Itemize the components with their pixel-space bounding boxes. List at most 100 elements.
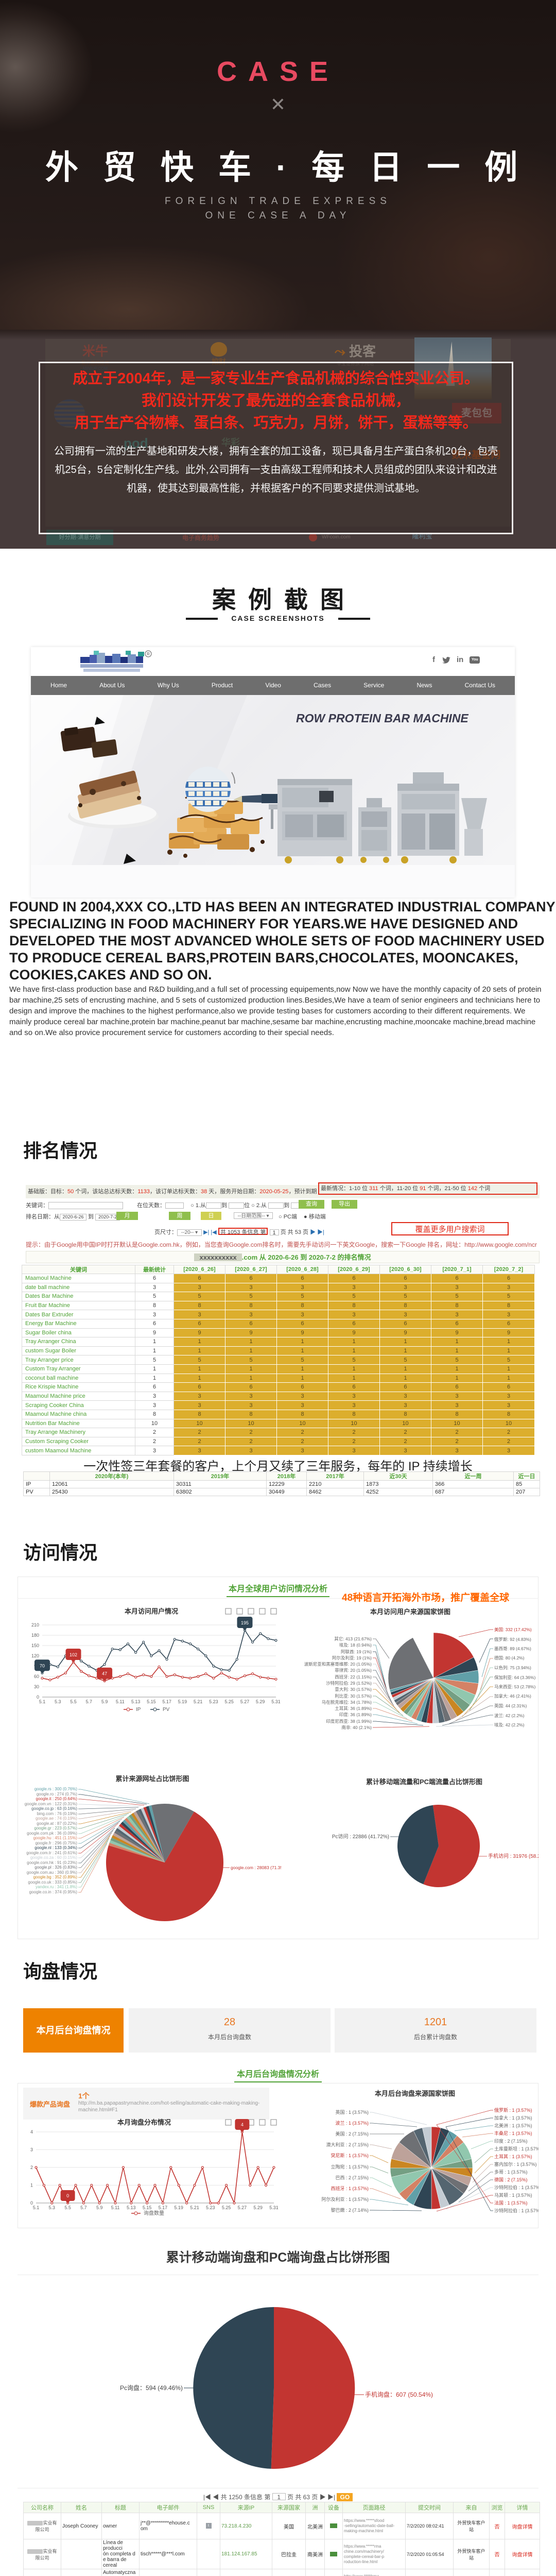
svg-text:菲律宾: 20 (1.05%): 菲律宾: 20 (1.05%) [335,1668,372,1673]
svg-text:西班牙: 22 (1.15%): 西班牙: 22 (1.15%) [335,1674,372,1680]
svg-text:R: R [147,652,150,656]
svg-text:埃及: 42 (2.2%): 埃及: 42 (2.2%) [494,1722,525,1727]
svg-text:google.bg : 352 (0.89%): google.bg : 352 (0.89%) [33,1875,78,1879]
svg-text:google.pl : 326 (0.83%): google.pl : 326 (0.83%) [34,1865,77,1870]
svg-text:google.com : 28083 (71.35%): google.com : 28083 (71.35%) [231,1865,281,1870]
svg-text:5.15: 5.15 [147,1699,156,1704]
svg-text:本月访问用户来源国家饼图: 本月访问用户来源国家饼图 [370,1608,450,1616]
svg-text:丰桑尼 : 1 (3.57%): 丰桑尼 : 1 (3.57%) [494,2130,532,2136]
svg-text:5.5: 5.5 [64,2205,71,2210]
svg-text:google.co.za : 60 (0.15%): google.co.za : 60 (0.15%) [30,1855,78,1860]
svg-text:5.31: 5.31 [271,1699,281,1704]
svg-text:google.com.hk : 91 (0.23%): google.com.hk : 91 (0.23%) [27,1860,77,1865]
svg-text:累计移动端流量和PC端流量占比饼形图: 累计移动端流量和PC端流量占比饼形图 [366,1778,482,1786]
svg-text:120: 120 [31,1653,39,1658]
svg-text:5.7: 5.7 [80,2205,87,2210]
svg-text:埃及: 18 (0.94%): 埃及: 18 (0.94%) [339,1642,372,1648]
svg-text:0: 0 [30,2200,33,2206]
svg-text:土耳其 : 1 (3.57%): 土耳其 : 1 (3.57%) [494,2154,532,2159]
svg-text:google.com.pk : 36 (0.09%): google.com.pk : 36 (0.09%) [27,1831,77,1836]
svg-text:1: 1 [30,2183,33,2188]
svg-text:yandex.ru : 341 (1.8%): yandex.ru : 341 (1.8%) [36,1885,77,1889]
svg-text:47: 47 [102,1671,107,1676]
svg-text:5.23: 5.23 [209,1699,218,1704]
svg-text:阿尔及利亚: 19 (1%): 阿尔及利亚: 19 (1%) [332,1655,372,1660]
svg-text:5.17: 5.17 [162,1699,171,1704]
svg-text:南非: 40 (2.1%): 南非: 40 (2.1%) [341,1725,372,1730]
svg-text:60: 60 [34,1674,39,1679]
svg-text:google.com.vn : 122 (0.31%): google.com.vn : 122 (0.31%) [25,1802,78,1806]
svg-text:2: 2 [30,2165,33,2170]
svg-text:google.gr : 223 (0.57%): google.gr : 223 (0.57%) [34,1826,77,1831]
svg-text:美国: 332 (17.42%): 美国: 332 (17.42%) [494,1627,532,1632]
svg-text:google.it : 250 (0.64%): google.it : 250 (0.64%) [36,1797,78,1801]
svg-text:本月后台询盘来源国家饼图: 本月后台询盘来源国家饼图 [375,2090,455,2097]
svg-text:google.com.tr : 241 (0.61%): google.com.tr : 241 (0.61%) [26,1851,77,1855]
svg-text:德国 : 2 (7.15%): 德国 : 2 (7.15%) [494,2177,528,2182]
svg-text:黎巴嫩 : 2 (7.14%): 黎巴嫩 : 2 (7.14%) [331,2207,369,2213]
svg-text:70: 70 [40,1663,45,1668]
svg-text:5.1: 5.1 [33,2205,40,2210]
svg-text:102: 102 [70,1652,77,1657]
svg-text:195: 195 [241,1620,249,1625]
svg-text:5.3: 5.3 [55,1699,61,1704]
svg-text:Pc询盘：594 (49.46%): Pc询盘：594 (49.46%) [120,2384,183,2392]
svg-text:5.1: 5.1 [39,1699,46,1704]
svg-text:北美洲 : 1 (3.57%): 北美洲 : 1 (3.57%) [494,2123,532,2128]
svg-text:立陶宛 : 1 (3.57%): 立陶宛 : 1 (3.57%) [331,2164,369,2170]
svg-text:150: 150 [31,1643,39,1648]
svg-text:google.hu : 451 (1.15%): google.hu : 451 (1.15%) [33,1836,78,1840]
svg-text:波斯尼亚和黑塞哥维那: 20 (1.05%): 波斯尼亚和黑塞哥维那: 20 (1.05%) [304,1662,372,1667]
svg-text:其它: 413 (21.67%): 其它: 413 (21.67%) [334,1636,372,1641]
svg-text:google.com.au : 360 (0.9%): google.com.au : 360 (0.9%) [27,1870,78,1875]
svg-text:马其顿 : 1 (3.57%): 马其顿 : 1 (3.57%) [494,2192,532,2198]
svg-text:5.17: 5.17 [159,2205,168,2210]
svg-text:4: 4 [30,2129,33,2134]
svg-text:4: 4 [241,2122,244,2127]
svg-text:30: 30 [34,1684,39,1689]
svg-text:5.11: 5.11 [116,1699,125,1704]
svg-text:澳大利亚 : 2 (7.15%): 澳大利亚 : 2 (7.15%) [326,2142,369,2147]
svg-text:5.5: 5.5 [70,1699,77,1704]
svg-text:5.11: 5.11 [111,2205,120,2210]
svg-text:5.21: 5.21 [190,2205,199,2210]
svg-text:沙特阿拉伯 : 1 (3.57%): 沙特阿拉伯 : 1 (3.57%) [494,2208,538,2213]
svg-text:5.25: 5.25 [224,1699,234,1704]
svg-text:bing.com : 76 (0.19%): bing.com : 76 (0.19%) [37,1811,78,1816]
svg-text:0: 0 [66,2193,69,2198]
svg-text:本月访问用户情况: 本月访问用户情况 [125,1607,178,1615]
svg-text:5.13: 5.13 [131,1699,141,1704]
svg-text:PV: PV [163,1707,170,1713]
svg-text:5.29: 5.29 [256,1699,265,1704]
svg-text:美国 : 2 (7.15%): 美国 : 2 (7.15%) [335,2131,369,2137]
svg-text:加拿大: 46 (2.41%): 加拿大: 46 (2.41%) [494,1693,531,1699]
svg-text:以色列: 75 (3.94%): 以色列: 75 (3.94%) [494,1665,531,1670]
svg-text:土耳其: 36 (1.89%): 土耳其: 36 (1.89%) [335,1706,372,1711]
svg-text:土库曼斯坦 : 1 (3.57%): 土库曼斯坦 : 1 (3.57%) [494,2146,538,2151]
svg-text:手机询盘：607 (50.54%): 手机询盘：607 (50.54%) [365,2391,433,2398]
svg-text:印度: 36 (1.89%): 印度: 36 (1.89%) [339,1712,372,1717]
svg-text:法国 : 1 (3.57%): 法国 : 1 (3.57%) [494,2200,528,2206]
svg-text:印度 : 2 (7.15%): 印度 : 2 (7.15%) [494,2138,528,2144]
svg-text:5.9: 5.9 [96,2205,103,2210]
svg-text:阿尔及利亚 : 1 (3.57%): 阿尔及利亚 : 1 (3.57%) [321,2196,369,2202]
svg-text:google.fr : 296 (0.75%): google.fr : 296 (0.75%) [36,1841,78,1845]
svg-text:加拿大 : 1 (3.57%): 加拿大 : 1 (3.57%) [494,2115,532,2121]
svg-text:俄罗斯 : 1 (3.57%): 俄罗斯 : 1 (3.57%) [494,2107,532,2113]
svg-text:google.nl : 133 (0.34%): google.nl : 133 (0.34%) [34,1845,77,1850]
svg-text:5.7: 5.7 [86,1699,93,1704]
svg-text:210: 210 [31,1622,39,1628]
svg-text:180: 180 [31,1633,39,1638]
svg-text:google.co.in : 374 (0.95%): google.co.in : 374 (0.95%) [29,1890,78,1894]
svg-text:多哥 : 1 (3.57%): 多哥 : 1 (3.57%) [494,2169,528,2175]
svg-text:google.co.jp : 63 (0.16%): google.co.jp : 63 (0.16%) [31,1806,77,1811]
svg-text:保加利亚: 64 (3.36%): 保加利亚: 64 (3.36%) [494,1675,535,1680]
svg-text:google.ro : 274 (0.7%): google.ro : 274 (0.7%) [37,1792,77,1797]
svg-text:英国: 44 (2.31%): 英国: 44 (2.31%) [494,1703,527,1708]
svg-text:3: 3 [30,2147,33,2153]
svg-text:IP: IP [136,1707,141,1713]
svg-text:印度尼西亚: 38 (1.99%): 印度尼西亚: 38 (1.99%) [326,1719,372,1724]
svg-text:5.15: 5.15 [143,2205,152,2210]
svg-text:5.3: 5.3 [49,2205,56,2210]
svg-text:英国 : 1 (3.57%): 英国 : 1 (3.57%) [335,2109,369,2115]
